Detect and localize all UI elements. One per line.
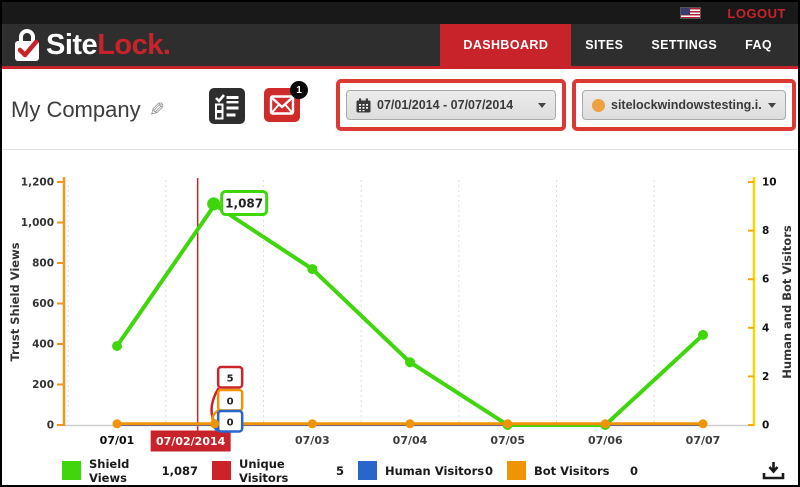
report-list-button[interactable] [209,88,245,124]
svg-text:0: 0 [47,420,54,432]
svg-text:0: 0 [227,418,234,429]
svg-text:07/02/2014: 07/02/2014 [156,435,226,448]
svg-text:07/03: 07/03 [295,434,330,447]
svg-text:07/07: 07/07 [686,434,721,447]
site-selector-highlight-box: sitelockwindowstesting.i.. [572,79,796,131]
legend-value: 0 [629,463,638,478]
sitelock-logo: SiteLock. [2,24,171,66]
download-icon[interactable] [762,461,785,480]
brand-text: SiteLock. [46,29,171,61]
padlock-icon [15,29,39,61]
date-range-value: 07/01/2014 - 07/07/2014 [377,98,514,112]
tab-sites[interactable]: SITES [585,38,624,52]
svg-text:1,200: 1,200 [21,177,54,189]
main-navbar: SiteLock. DASHBOARD SITES SETTINGS FAQ [2,24,798,66]
svg-text:400: 400 [32,339,54,351]
svg-text:6: 6 [762,274,769,286]
tab-faq[interactable]: FAQ [745,38,772,52]
us-flag-icon [680,7,702,19]
site-select-value: sitelockwindowstesting.i.. [611,98,762,112]
legend-label: Shield Views [89,456,130,485]
svg-text:5: 5 [227,374,234,385]
svg-text:1,000: 1,000 [21,217,54,229]
chevron-down-icon [768,102,776,108]
calendar-icon [356,98,371,112]
nav-red-divider [2,66,798,69]
chevron-down-icon [538,102,546,108]
svg-text:Trust Shield Views: Trust Shield Views [8,242,22,361]
svg-text:2: 2 [762,371,769,383]
messages-button[interactable]: 1 [264,81,308,122]
legend-value: 0 [484,463,493,478]
site-select[interactable]: sitelockwindowstesting.i.. [582,90,786,120]
unique-visitors-swatch [212,461,231,480]
svg-text:07/04: 07/04 [393,434,428,447]
edit-pencil-icon[interactable]: ✎ [148,99,165,121]
checklist-icon [215,94,239,120]
svg-text:0: 0 [227,397,234,408]
legend-item-shield-views: Shield Views 1,087 [62,457,212,485]
legend-label: Bot Visitors [534,463,610,478]
legend-item-bot-visitors: Bot Visitors 0 [507,461,652,480]
svg-text:1,087: 1,087 [225,197,263,211]
human-visitors-swatch [358,461,377,480]
legend-value: 1,087 [161,463,198,478]
date-range-select[interactable]: 07/01/2014 - 07/07/2014 [346,90,556,120]
company-name-label: My Company [11,97,141,122]
svg-text:0: 0 [762,420,769,432]
shield-views-swatch [62,461,81,480]
svg-text:600: 600 [32,298,54,310]
logout-link[interactable]: LOGOUT [727,5,786,21]
chart-legend: Shield Views 1,087 Unique Visitors 5 Hum… [2,456,798,485]
svg-text:07/06: 07/06 [588,434,623,447]
legend-label: Human Visitors [385,463,485,478]
legend-value: 5 [335,463,344,478]
tab-settings[interactable]: SETTINGS [651,38,718,52]
tab-dashboard[interactable]: DASHBOARD [440,24,572,66]
toolbar: My Company ✎ 1 [2,69,798,150]
svg-text:200: 200 [32,379,54,391]
svg-text:10: 10 [762,177,777,189]
svg-text:800: 800 [32,258,54,270]
notification-badge: 1 [290,81,308,99]
bot-visitors-swatch [507,461,526,480]
svg-text:07/05: 07/05 [490,434,525,447]
site-status-dot [592,98,605,112]
svg-text:07/01: 07/01 [100,434,135,447]
legend-item-unique-visitors: Unique Visitors 5 [212,457,358,485]
top-strip: LOGOUT [2,2,798,24]
legend-item-human-visitors: Human Visitors 0 [358,461,507,480]
envelope-icon [269,95,295,115]
svg-text:4: 4 [762,322,769,334]
svg-text:Human and Bot Visitors: Human and Bot Visitors [780,225,794,379]
svg-text:8: 8 [762,225,769,237]
company-title: My Company ✎ [11,97,165,123]
nav-tabs: DASHBOARD SITES SETTINGS FAQ [440,24,798,66]
legend-label: Unique Visitors [239,456,289,485]
chart-area: 0 200 400 600 800 1,000 1,200 Trust Shield View… [2,150,798,456]
date-range-highlight-box: 07/01/2014 - 07/07/2014 [336,79,566,131]
